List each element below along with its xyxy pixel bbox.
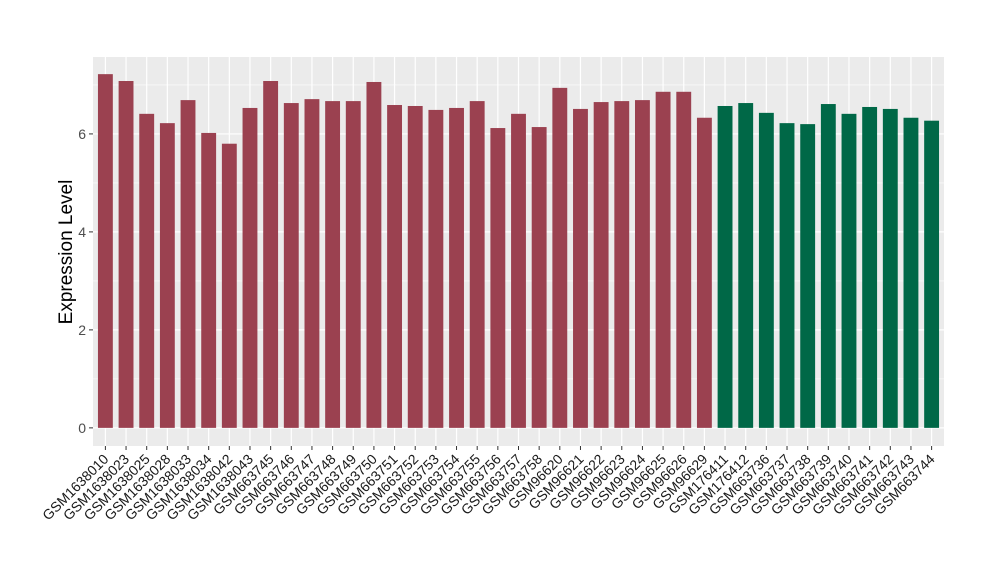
- bar-GSM1638033: [180, 100, 196, 428]
- bar-GSM663750: [366, 81, 382, 428]
- y-tick-label: 4: [78, 224, 86, 240]
- bar-GSM96629: [696, 117, 712, 428]
- bar-GSM663753: [428, 109, 444, 428]
- bar-GSM1638010: [97, 74, 113, 428]
- bar-GSM1638043: [242, 107, 258, 428]
- bar-GSM663754: [449, 107, 464, 428]
- bar-GSM96624: [634, 100, 650, 428]
- bar-GSM663745: [263, 81, 279, 428]
- bar-GSM96620: [552, 87, 568, 428]
- y-axis: 0 2 4 6: [78, 126, 93, 436]
- bar-GSM663746: [283, 103, 299, 428]
- bar-GSM96622: [593, 102, 609, 428]
- bar-GSM663752: [407, 105, 423, 428]
- bar-GSM96626: [676, 91, 692, 428]
- y-tick-label: 0: [78, 420, 86, 436]
- bar-GSM663755: [469, 101, 485, 428]
- bar-GSM663748: [325, 101, 341, 428]
- bar-GSM663741: [862, 106, 878, 428]
- bar-GSM663757: [511, 113, 526, 428]
- bar-GSM663744: [924, 120, 940, 428]
- bar-GSM663737: [779, 123, 795, 428]
- bar-GSM1638028: [159, 123, 175, 428]
- bar-GSM176412: [738, 103, 754, 428]
- bar-GSM663743: [903, 117, 919, 428]
- x-axis: GSM1638010GSM1638023GSM1638025GSM1638028…: [39, 446, 938, 523]
- bar-GSM96625: [655, 91, 671, 428]
- bar-GSM96621: [573, 108, 588, 428]
- bar-GSM96623: [614, 101, 630, 428]
- bar-GSM663758: [531, 127, 547, 428]
- bar-GSM663747: [304, 99, 320, 428]
- bar-GSM663749: [345, 101, 361, 428]
- bar-GSM1638025: [139, 113, 155, 428]
- bar-GSM663751: [387, 105, 403, 428]
- bar-GSM1638034: [201, 132, 217, 428]
- bar-GSM663738: [800, 124, 816, 428]
- bar-GSM663736: [758, 112, 774, 428]
- y-tick-label: 2: [78, 322, 86, 338]
- bar-GSM663756: [490, 128, 506, 428]
- bar-GSM663740: [841, 113, 857, 428]
- bar-GSM1638023: [118, 81, 134, 428]
- bar-GSM663742: [882, 108, 898, 428]
- bar-GSM176411: [717, 105, 733, 428]
- bars: [97, 74, 940, 428]
- y-axis-label: Expression Level: [56, 180, 77, 325]
- bar-GSM663739: [820, 104, 836, 428]
- bar-GSM1638042: [221, 143, 237, 428]
- y-tick-label: 6: [78, 126, 86, 142]
